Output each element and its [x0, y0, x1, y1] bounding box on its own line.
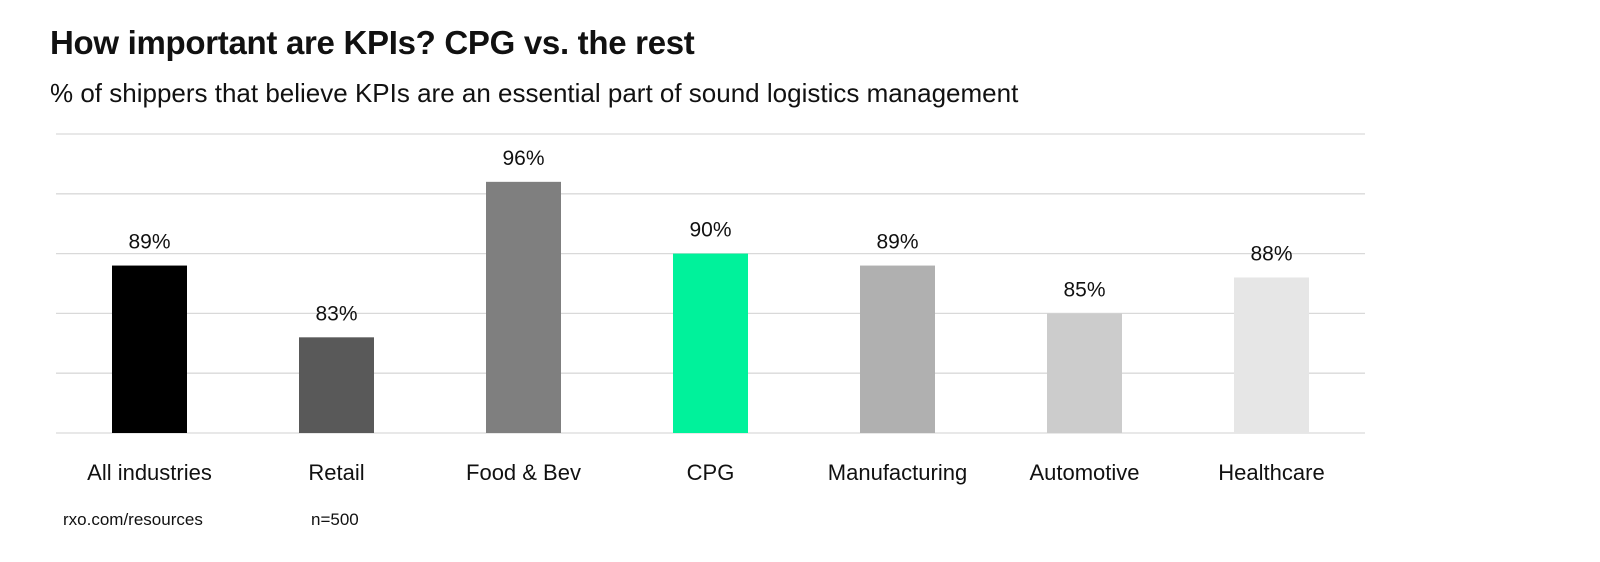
- bar-manufacturing: [860, 265, 935, 433]
- x-tick-label: Automotive: [1029, 460, 1139, 485]
- data-label: 96%: [502, 147, 544, 170]
- data-label: 83%: [315, 302, 357, 325]
- data-label: 88%: [1250, 243, 1292, 266]
- x-tick-label: CPG: [687, 460, 735, 485]
- chart-title: How important are KPIs? CPG vs. the rest: [50, 24, 695, 61]
- x-tick-label: Retail: [308, 460, 364, 485]
- data-label: 90%: [689, 219, 731, 242]
- chart-subtitle: % of shippers that believe KPIs are an e…: [50, 78, 1019, 108]
- data-label: 85%: [1063, 278, 1105, 301]
- x-tick-label: All industries: [87, 460, 212, 485]
- source-note: rxo.com/resources: [63, 510, 203, 529]
- bar-retail: [299, 337, 374, 433]
- x-tick-label: Food & Bev: [466, 460, 581, 485]
- sample-size-note: n=500: [311, 510, 359, 529]
- data-label: 89%: [128, 231, 170, 254]
- bar-food-bev: [486, 181, 561, 433]
- x-tick-label: Healthcare: [1218, 460, 1324, 485]
- bar-cpg: [673, 253, 748, 433]
- bar-automotive: [1047, 313, 1122, 433]
- data-label: 89%: [876, 231, 918, 254]
- bar-healthcare: [1234, 277, 1309, 433]
- bar-all-industries: [112, 265, 187, 433]
- x-tick-label: Manufacturing: [828, 460, 967, 485]
